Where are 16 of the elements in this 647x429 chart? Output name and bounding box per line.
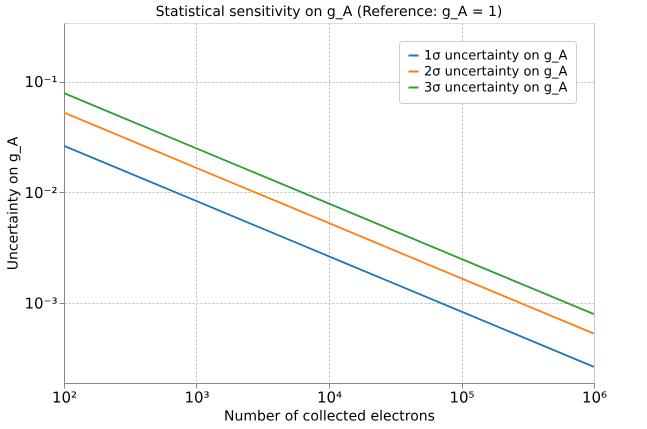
legend-label: 3σ uncertainty on g_A: [424, 80, 568, 96]
y-tick-label: 10⁻²: [24, 184, 58, 202]
y-tick-label: 10⁻¹: [24, 73, 58, 92]
legend-label: 2σ uncertainty on g_A: [424, 64, 568, 80]
x-tick-label: 10⁶: [582, 388, 608, 406]
x-tick-label: 10³: [184, 388, 210, 406]
x-tick-label: 10⁵: [449, 388, 475, 406]
x-tick-label: 10²: [52, 388, 78, 406]
x-tick-label: 10⁴: [316, 388, 342, 406]
y-tick-label: 10⁻³: [24, 294, 58, 312]
legend-label: 1σ uncertainty on g_A: [424, 48, 568, 64]
line-series: [64, 112, 594, 335]
x-axis-title: Number of collected electrons: [224, 408, 435, 424]
line-series: [64, 144, 594, 368]
chart-title: Statistical sensitivity on g_A (Reference: g_A = 1): [156, 4, 502, 20]
y-axis-title: Uncertainty on g_A: [5, 136, 22, 270]
